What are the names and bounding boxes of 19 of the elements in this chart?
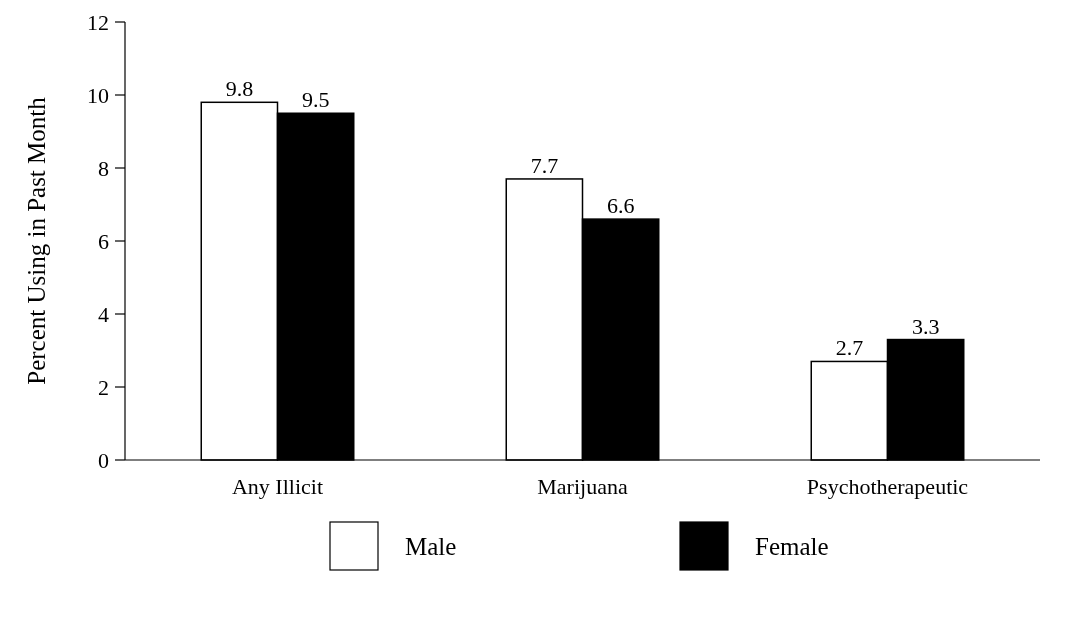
legend-label: Female [755,532,829,560]
y-tick-label: 8 [98,155,109,181]
data-label: 7.7 [530,152,559,178]
data-label: 6.6 [606,193,635,219]
y-tick-label: 12 [87,9,109,35]
y-tick-label: 10 [87,82,109,108]
x-tick-label: Any Illicit [231,474,324,499]
y-tick-label: 0 [98,447,109,473]
x-tick-label: Psychotherapeutic [806,474,969,499]
data-label: 3.3 [911,313,940,339]
y-tick-label: 4 [98,301,109,327]
y-axis-title: Percent Using in Past Month [23,96,50,385]
data-label: 2.7 [835,335,864,361]
x-tick-label: Marijuana [537,474,628,499]
data-label: 9.8 [225,76,254,102]
y-tick-label: 2 [98,374,109,400]
data-label: 9.5 [301,87,330,113]
legend-label: Male [405,532,457,560]
y-tick-label: 6 [98,228,109,254]
